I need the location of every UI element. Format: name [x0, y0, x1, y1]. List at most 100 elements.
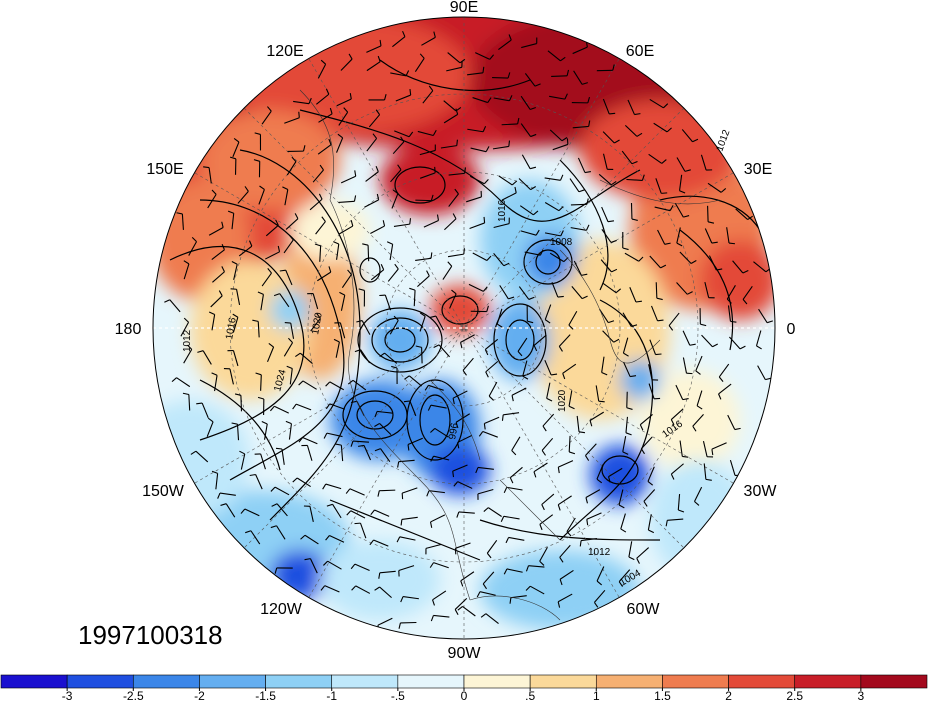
wind-barb: [511, 387, 527, 396]
timestamp-label: 1997100318: [78, 620, 223, 650]
wind-barb-feather: [321, 216, 326, 222]
contour-label-1016-north: 1016: [497, 199, 508, 222]
wind-barb-feather: [328, 266, 332, 273]
wind-barb: [329, 403, 345, 410]
wind-barb: [326, 432, 343, 438]
wind-barb-feather: [610, 180, 617, 186]
wind-barb: [624, 124, 638, 137]
wind-barb: [433, 614, 450, 618]
wind-barb: [742, 286, 753, 300]
wind-barb: [602, 153, 608, 170]
wind-barb-feather: [427, 404, 432, 411]
colorbar-tick-label: 0: [461, 689, 468, 702]
contour-label-1012-south: 1012: [588, 547, 611, 558]
wind-barb-feather: [509, 597, 512, 604]
wind-barb: [264, 423, 268, 440]
wind-barb: [703, 463, 707, 480]
wind-barb: [283, 239, 294, 254]
wind-barb: [455, 542, 471, 549]
wind-barb-feather: [430, 455, 435, 462]
contour-label-1012-west: 1012: [182, 329, 193, 352]
wind-barb-feather: [539, 524, 543, 531]
wind-barb: [457, 481, 473, 489]
wind-barb: [373, 539, 389, 547]
wind-barb-feather: [275, 219, 279, 226]
colorbar-swatch: [860, 674, 928, 689]
wind-barb: [398, 565, 415, 572]
wind-barb: [423, 220, 439, 228]
wind-barb-feather: [655, 353, 662, 356]
wind-barb: [485, 360, 499, 373]
wind-barb: [433, 562, 449, 569]
wind-barb: [402, 596, 419, 600]
wind-barb-feather: [628, 556, 635, 561]
wind-barb-feather: [640, 448, 645, 455]
isobar-contours: [169, 59, 761, 561]
wind-barb-feather: [480, 613, 487, 618]
wind-barb: [562, 363, 577, 374]
wind-barb: [317, 144, 332, 155]
wind-barb-feather: [483, 216, 486, 223]
wind-barb-feather: [544, 319, 551, 324]
wind-barb: [338, 225, 354, 235]
wind-barb: [520, 95, 531, 110]
wind-barb-feather: [682, 455, 689, 458]
wind-barb-feather: [609, 112, 616, 115]
wind-barb-feather: [377, 490, 380, 497]
wind-barb-feather: [534, 83, 541, 87]
wind-barb-feather: [302, 145, 306, 152]
wind-barb: [443, 113, 458, 124]
wind-barb-feather: [507, 72, 511, 79]
wind-barb: [188, 394, 191, 411]
wind-barb: [299, 352, 313, 364]
wind-barb-feather: [347, 379, 354, 385]
wind-barb: [529, 585, 545, 595]
wind-barb: [419, 316, 426, 332]
wind-barb: [498, 39, 512, 50]
wind-barb-feather: [257, 291, 264, 295]
wind-barb-feather: [350, 400, 358, 404]
wind-barb-feather: [208, 311, 215, 315]
wind-barb: [520, 230, 537, 236]
wind-barb: [458, 511, 475, 514]
wind-barb: [434, 427, 449, 438]
wind-barb-feather: [187, 344, 193, 350]
wind-barb: [265, 251, 280, 260]
wind-barb: [519, 205, 534, 216]
wind-barb-feather: [232, 313, 239, 318]
wind-barb-feather: [670, 473, 675, 480]
wind-barb-feather: [408, 131, 414, 138]
wind-barb-feather: [285, 420, 292, 425]
wind-barb: [757, 365, 766, 380]
wind-barb: [647, 466, 655, 482]
wind-barb: [281, 448, 285, 465]
wind-barb: [370, 225, 385, 234]
wind-barb: [201, 402, 209, 419]
wind-barb: [475, 52, 490, 60]
wind-barb-feather: [227, 210, 234, 214]
wind-barb-feather: [561, 137, 568, 142]
wind-barb-feather: [631, 160, 638, 165]
wind-barb: [183, 349, 193, 364]
wind-barb-feather: [533, 345, 538, 352]
wind-barb: [469, 175, 485, 185]
wind-barb: [518, 178, 531, 191]
wind-barb-feather: [679, 190, 686, 194]
wind-barb-feather: [430, 194, 434, 201]
wind-barb: [402, 487, 418, 494]
wind-barb: [409, 400, 417, 417]
wind-barb-feather: [452, 398, 455, 405]
wind-barb-feather: [426, 490, 430, 497]
colorbar-swatch: [265, 674, 333, 689]
wind-barb: [484, 416, 500, 424]
wind-barb-feather: [586, 519, 589, 526]
wind-barb: [377, 410, 394, 414]
wind-barb: [462, 605, 476, 617]
wind-barb-feather: [683, 215, 690, 218]
wind-barb-feather: [447, 261, 453, 267]
wind-barb-feather: [231, 260, 238, 265]
wind-barb-feather: [291, 156, 297, 162]
wind-barb: [286, 161, 297, 176]
wind-barb: [492, 77, 509, 79]
wind-barb: [571, 286, 583, 299]
